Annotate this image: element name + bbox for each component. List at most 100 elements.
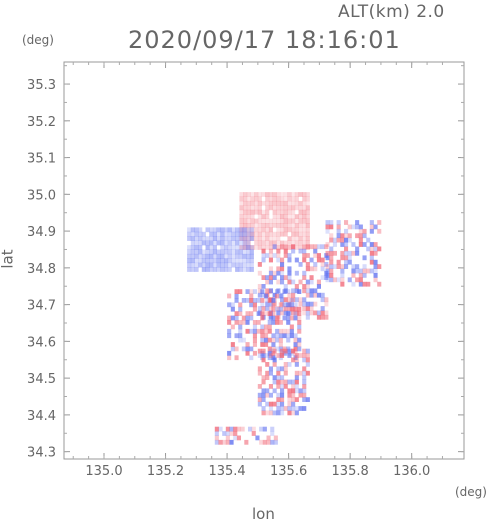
heat-cell xyxy=(373,250,378,256)
heat-cell xyxy=(243,240,248,246)
heat-cell xyxy=(265,392,270,398)
heat-cell xyxy=(260,333,265,339)
heat-cell xyxy=(320,310,325,316)
heat-cell xyxy=(235,258,240,264)
heat-cell xyxy=(234,333,239,339)
heat-cell xyxy=(190,267,195,272)
heat-cell xyxy=(291,248,296,254)
heat-cell xyxy=(329,273,334,278)
heat-cell xyxy=(265,370,270,376)
heat-cell xyxy=(287,205,292,211)
heat-cell xyxy=(302,348,307,354)
heat-cell xyxy=(276,200,281,206)
y-tick-label: 35.3 xyxy=(27,78,56,93)
heat-cell xyxy=(313,253,318,258)
heat-cell xyxy=(283,244,288,250)
heat-cell xyxy=(250,236,255,241)
heat-cell xyxy=(212,240,217,246)
heat-cell xyxy=(302,310,307,316)
heat-cell xyxy=(212,253,217,259)
heat-cell xyxy=(287,406,292,411)
heat-cell xyxy=(293,315,298,321)
heat-cell xyxy=(265,375,270,380)
heat-cell xyxy=(257,196,262,202)
heat-cell xyxy=(309,257,314,263)
heat-cell xyxy=(194,231,199,237)
heat-cell xyxy=(294,357,299,363)
heat-cell xyxy=(291,406,296,411)
heat-cell xyxy=(239,214,244,219)
heat-cell xyxy=(287,223,292,228)
heat-cell xyxy=(234,346,239,352)
heat-cell xyxy=(291,236,296,241)
heat-cell xyxy=(187,245,192,250)
heat-cell xyxy=(250,209,255,215)
heat-cell xyxy=(305,262,310,267)
heat-cell xyxy=(242,249,247,255)
heat-cell xyxy=(270,439,275,445)
heat-cell xyxy=(267,315,272,321)
heat-cell xyxy=(280,227,285,233)
heat-cell xyxy=(340,273,345,278)
x-tick-label: 135.2 xyxy=(147,464,184,479)
heat-cell xyxy=(280,388,285,394)
heat-cell xyxy=(276,270,281,276)
heat-cell xyxy=(325,277,330,283)
heat-cell xyxy=(238,328,243,334)
heat-cell xyxy=(293,333,298,339)
heat-cell xyxy=(362,273,367,278)
heat-cell xyxy=(238,302,243,308)
heat-cell xyxy=(305,362,310,367)
heat-cell xyxy=(268,218,273,224)
heat-cell xyxy=(190,231,195,237)
heat-cell xyxy=(287,306,292,311)
heat-cell xyxy=(275,328,280,334)
heat-cell xyxy=(227,227,232,233)
heat-cell xyxy=(224,231,229,237)
heat-cell xyxy=(246,196,251,202)
heat-cell xyxy=(373,242,378,247)
heat-cell xyxy=(257,392,262,398)
heat-cell xyxy=(198,236,203,241)
heat-cell xyxy=(325,250,330,256)
heat-cell xyxy=(283,200,288,206)
heat-cell xyxy=(245,346,250,352)
heat-cell xyxy=(261,200,266,206)
heat-cell xyxy=(239,209,244,215)
heat-cell xyxy=(238,333,243,339)
heat-cell xyxy=(329,237,334,243)
heat-cell xyxy=(291,288,296,294)
heat-cell xyxy=(233,431,238,436)
heat-cell xyxy=(268,406,273,411)
heat-cell xyxy=(256,298,261,303)
heat-cell xyxy=(261,379,266,385)
heat-cell xyxy=(242,262,247,268)
heat-cell xyxy=(264,337,269,343)
heat-cell xyxy=(246,218,251,224)
heat-cell xyxy=(298,262,303,267)
heat-cell xyxy=(268,196,273,202)
heat-cell xyxy=(287,257,292,263)
heat-cell xyxy=(241,346,246,352)
heat-cell xyxy=(266,435,271,441)
heat-cell xyxy=(222,439,227,445)
heat-cell xyxy=(246,262,251,268)
heat-cell xyxy=(225,426,230,432)
heat-cell xyxy=(272,200,277,206)
heat-cell xyxy=(222,431,227,436)
heat-cell xyxy=(227,258,232,264)
heat-cell xyxy=(305,196,310,202)
heat-cell xyxy=(302,384,307,389)
heat-cell xyxy=(272,196,277,202)
heat-cell xyxy=(294,236,299,241)
heat-cell xyxy=(362,264,367,269)
heat-cell xyxy=(362,228,367,234)
heat-cell xyxy=(242,258,247,264)
heat-cell xyxy=(294,406,299,411)
heat-cell xyxy=(305,205,310,211)
heat-cell xyxy=(238,249,243,255)
heat-cell xyxy=(309,310,314,316)
heat-cell xyxy=(276,209,281,215)
heat-cell xyxy=(369,255,374,261)
heat-cell xyxy=(229,431,234,436)
